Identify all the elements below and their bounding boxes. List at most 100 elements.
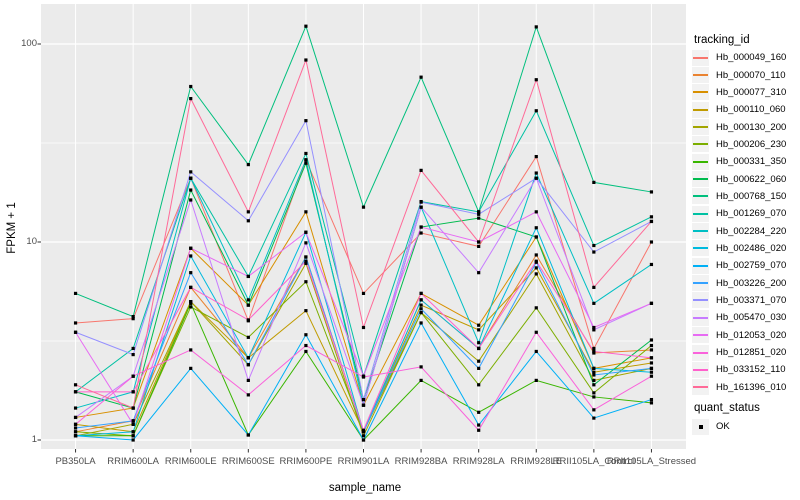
data-point <box>419 205 423 209</box>
data-point <box>419 168 423 172</box>
data-point <box>73 415 78 420</box>
legend-title-tracking-id: tracking_id <box>694 34 750 46</box>
data-point <box>477 328 481 332</box>
legend-label: Hb_012053_020 <box>716 329 787 341</box>
series-color-swatch <box>693 91 708 94</box>
data-point <box>246 363 250 367</box>
data-point <box>534 378 538 382</box>
data-point <box>649 374 654 378</box>
legend-label: Hb_000110_060 <box>716 104 786 116</box>
legend-key-line-icon <box>692 275 709 292</box>
data-point <box>419 303 423 307</box>
legend-label: Hb_005470_030 <box>716 312 787 324</box>
legend-entry-Hb_005470_030: Hb_005470_030 <box>692 309 786 326</box>
legend-label: Hb_000130_200 <box>716 121 787 133</box>
legend-key-line-icon <box>692 327 709 344</box>
data-point <box>304 259 308 263</box>
data-point <box>592 285 596 289</box>
series-color-swatch <box>693 195 708 198</box>
legend-key-point-icon <box>692 418 709 435</box>
data-point <box>534 259 538 263</box>
data-point <box>592 408 596 412</box>
data-point <box>189 170 193 174</box>
y-tick-label-10: 10 <box>26 236 37 247</box>
data-point <box>592 395 596 399</box>
x-tick-label-RRII105LA_Stressed: RRII105LA_Stressed <box>606 456 697 467</box>
legend-key-line-icon <box>692 223 709 240</box>
data-point <box>131 346 135 351</box>
legend-entry-Hb_003371_070: Hb_003371_070 <box>692 292 786 309</box>
data-point <box>189 254 193 258</box>
data-point <box>419 378 423 382</box>
data-point <box>592 328 596 332</box>
data-point <box>592 346 596 351</box>
x-tick-label-RRIM600PE: RRIM600PE <box>279 456 333 467</box>
legend-key-line-icon <box>692 292 709 309</box>
legend-entry-Hb_000206_230: Hb_000206_230 <box>692 136 786 153</box>
data-point <box>304 161 308 165</box>
legend-entry-Hb_002759_070: Hb_002759_070 <box>692 257 786 274</box>
data-point <box>649 401 654 405</box>
data-point <box>419 321 423 325</box>
x-tick-label-RRIM600LE: RRIM600LE <box>164 456 217 467</box>
data-point <box>534 272 538 276</box>
data-point <box>477 216 481 220</box>
data-point <box>246 303 250 307</box>
legend-key-line-icon <box>692 257 709 274</box>
legend-entry-Hb_000768_150: Hb_000768_150 <box>692 188 786 205</box>
legend-entry-Hb_000622_060: Hb_000622_060 <box>692 170 786 188</box>
series-color-swatch <box>693 282 708 285</box>
data-point <box>304 349 308 354</box>
legend-title-quant-status: quant_status <box>694 402 760 414</box>
data-point <box>477 366 481 370</box>
data-point <box>304 333 308 337</box>
data-point <box>477 244 481 249</box>
data-point <box>534 226 538 230</box>
data-point <box>419 231 423 235</box>
legend-entry-Hb_033152_110: Hb_033152_110 <box>692 361 786 378</box>
data-point <box>246 378 250 382</box>
data-point <box>131 352 135 357</box>
data-point <box>477 359 481 363</box>
data-point <box>189 198 193 202</box>
data-point <box>534 349 538 354</box>
series-color-swatch <box>693 56 708 59</box>
legend-key-line-icon <box>692 49 709 66</box>
data-point <box>649 366 654 370</box>
legend-key-line-icon <box>692 344 709 361</box>
series-color-swatch <box>693 126 708 129</box>
data-point <box>189 188 193 192</box>
data-point <box>73 321 78 325</box>
data-point <box>361 438 366 442</box>
legend-key-line-icon <box>692 119 709 136</box>
legend-key-line-icon <box>692 101 709 118</box>
data-point <box>246 335 250 339</box>
data-point <box>189 176 193 180</box>
x-tick-label-RRIM600LA: RRIM600LA <box>107 456 160 467</box>
series-color-swatch <box>693 264 708 267</box>
legend-label: Hb_000049_160 <box>716 52 787 64</box>
data-point <box>304 58 308 62</box>
data-point <box>361 397 366 402</box>
data-point <box>419 75 423 79</box>
y-tick-label-1: 1 <box>31 434 37 445</box>
legend-entry-Hb_003226_200: Hb_003226_200 <box>692 274 786 292</box>
data-point <box>361 434 366 438</box>
legend-key-line-icon <box>692 67 709 84</box>
series-color-swatch <box>693 299 708 302</box>
data-point <box>73 390 78 394</box>
data-point <box>649 356 654 360</box>
x-tick-label-RRIM928BA: RRIM928BA <box>394 456 448 467</box>
data-point <box>131 438 135 442</box>
series-color-swatch <box>693 334 708 337</box>
data-point <box>304 309 308 313</box>
data-point <box>189 271 193 275</box>
data-point <box>649 190 654 194</box>
legend-label: Hb_161396_010 <box>716 381 787 393</box>
data-point <box>131 314 135 319</box>
data-point <box>73 330 78 334</box>
data-point <box>189 305 193 309</box>
data-point <box>649 219 654 224</box>
x-tick-label-RRIM928LE: RRIM928LE <box>510 456 563 467</box>
